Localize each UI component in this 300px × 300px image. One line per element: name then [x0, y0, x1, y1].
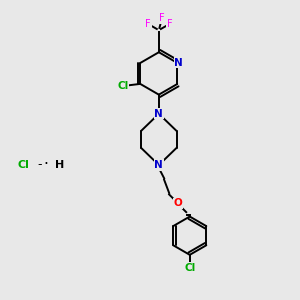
Text: ·: · [43, 157, 48, 172]
Text: O: O [174, 198, 182, 208]
Text: F: F [159, 13, 165, 23]
Text: N: N [154, 109, 163, 119]
Text: N: N [154, 160, 163, 170]
Text: F: F [145, 19, 151, 29]
Text: -: - [37, 158, 42, 171]
Text: Cl: Cl [17, 160, 29, 170]
Text: Cl: Cl [184, 263, 195, 273]
Text: F: F [167, 19, 172, 29]
Text: Cl: Cl [117, 80, 128, 91]
Text: H: H [55, 160, 64, 170]
Text: N: N [174, 58, 183, 68]
